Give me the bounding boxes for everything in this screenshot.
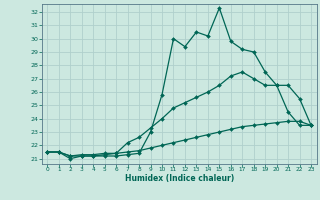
X-axis label: Humidex (Indice chaleur): Humidex (Indice chaleur) bbox=[124, 174, 234, 183]
